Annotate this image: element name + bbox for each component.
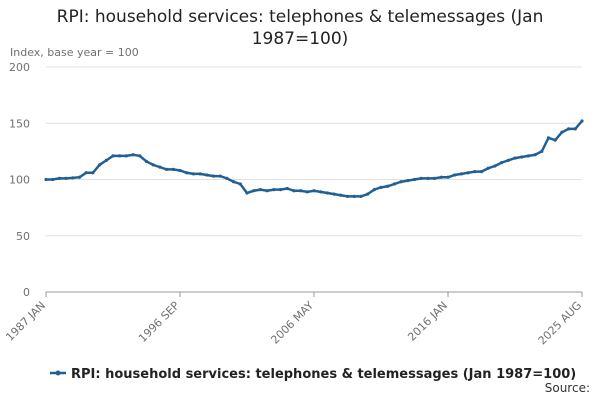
data-point <box>332 192 336 196</box>
data-point <box>439 175 443 179</box>
chart-title: RPI: household services: telephones & te… <box>56 7 544 49</box>
data-point <box>258 188 262 192</box>
y-tick-label: 150 <box>9 117 30 130</box>
data-point <box>319 190 323 194</box>
y-tick-label: 200 <box>9 61 30 74</box>
data-point <box>158 165 162 169</box>
data-point <box>386 184 390 188</box>
data-point <box>178 168 182 173</box>
data-point <box>325 191 329 195</box>
data-point <box>379 185 383 189</box>
legend-marker <box>55 370 61 376</box>
data-point <box>124 154 128 158</box>
data-point <box>292 189 296 193</box>
data-point <box>198 172 202 176</box>
data-point <box>479 170 484 174</box>
y-axis-label: Index, base year = 100 <box>10 46 139 59</box>
x-tick-label: 2006 MAY <box>268 299 316 347</box>
y-tick-label: 0 <box>23 286 30 299</box>
data-point <box>238 182 242 186</box>
data-point <box>339 193 343 197</box>
data-point <box>493 164 497 168</box>
data-point <box>426 176 430 180</box>
legend-label: RPI: household services: telephones & te… <box>71 367 576 382</box>
data-point <box>506 158 510 162</box>
data-point <box>104 158 108 162</box>
data-point <box>486 166 490 170</box>
x-tick-label: 1996 SEP <box>136 299 182 345</box>
data-point <box>111 154 115 158</box>
data-point <box>419 176 423 180</box>
data-point <box>265 189 269 193</box>
data-point <box>91 171 95 175</box>
data-point <box>573 127 577 131</box>
data-point <box>218 174 222 178</box>
data-point <box>138 154 142 158</box>
data-point <box>278 188 283 192</box>
data-point <box>312 189 316 193</box>
data-point <box>453 173 457 177</box>
data-point <box>345 194 350 198</box>
data-point <box>57 176 62 180</box>
data-point <box>366 192 370 196</box>
data-point <box>520 155 524 159</box>
data-point <box>392 182 396 186</box>
data-point <box>580 119 584 123</box>
data-point <box>64 176 68 180</box>
data-point <box>567 127 571 131</box>
data-point <box>553 138 557 142</box>
data-point <box>299 189 303 193</box>
data-point <box>560 130 564 134</box>
data-point <box>171 167 175 171</box>
data-point <box>118 154 122 158</box>
data-point <box>211 174 216 178</box>
data-point <box>245 191 249 195</box>
data-point <box>144 159 149 164</box>
data-point <box>540 149 544 153</box>
x-tick-label: 2016 JAN <box>405 299 450 344</box>
data-point <box>272 188 276 192</box>
data-point <box>232 180 236 184</box>
data-point <box>459 172 463 176</box>
data-point <box>205 173 209 177</box>
data-point <box>71 176 75 180</box>
data-point <box>446 175 450 179</box>
data-point <box>406 179 410 183</box>
data-point <box>399 180 403 184</box>
x-tick-label: 1987 JAN <box>3 299 48 344</box>
data-point <box>225 176 229 180</box>
data-point <box>252 189 256 193</box>
data-point <box>359 194 363 198</box>
data-point <box>533 153 537 157</box>
data-point <box>151 163 155 167</box>
data-point <box>131 153 135 157</box>
data-point <box>473 170 477 174</box>
y-tick-label: 100 <box>9 174 30 187</box>
series-line <box>46 120 583 198</box>
data-point <box>466 171 470 175</box>
y-tick-label: 50 <box>16 230 30 243</box>
data-point <box>44 177 48 182</box>
data-point <box>433 176 437 180</box>
data-point <box>372 188 376 192</box>
data-point <box>185 171 189 175</box>
x-tick-label: 2025 AUG <box>536 299 585 348</box>
data-point <box>546 136 551 140</box>
data-point <box>526 154 531 158</box>
data-point <box>305 190 309 194</box>
data-point <box>500 161 504 165</box>
data-point <box>77 175 82 179</box>
data-point <box>84 171 88 175</box>
source: Source: <box>545 381 590 395</box>
data-point <box>51 177 55 182</box>
data-point <box>165 167 169 171</box>
data-point <box>352 194 356 198</box>
data-point <box>285 186 289 191</box>
data-point <box>513 156 517 160</box>
data-point <box>98 163 102 167</box>
data-point <box>412 177 417 182</box>
data-point <box>191 172 195 176</box>
